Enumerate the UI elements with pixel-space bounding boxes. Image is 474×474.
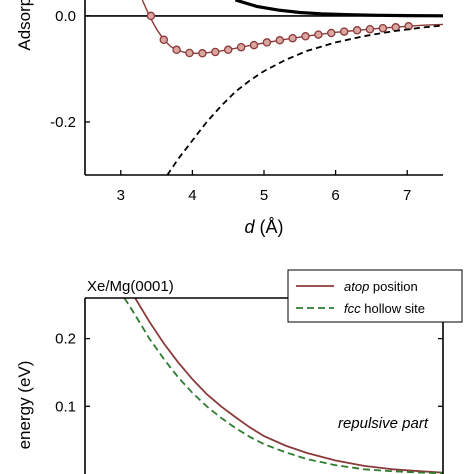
data-point — [365, 24, 375, 34]
bottom-plot-area — [123, 298, 443, 474]
data-point — [262, 38, 272, 47]
y-tick-label: 0.0 — [55, 8, 76, 25]
bottom-y-axis-label: energy (eV) — [15, 361, 34, 450]
data-point — [288, 33, 297, 43]
legend-box — [287, 269, 463, 323]
top-y-axis-label: Adsorption — [15, 0, 34, 51]
data-point — [314, 30, 323, 39]
data-point — [301, 32, 310, 41]
y-tick-label: 0.1 — [55, 398, 76, 415]
top-series-line-2 — [166, 24, 443, 175]
bottom-ticks: 0.2 0.1 — [55, 331, 443, 415]
legend-label-fcc: fcc hollow site — [344, 301, 425, 316]
x-tick-label: 6 — [331, 187, 339, 204]
top-plot-area — [85, 0, 443, 175]
x-axis-unit: (Å) — [255, 217, 284, 237]
bottom-annotation: repulsive part — [338, 415, 429, 432]
data-point — [223, 45, 233, 55]
data-point — [172, 45, 181, 55]
legend: atop position fcc hollow site — [287, 269, 463, 323]
top-x-axis-label: d (Å) — [244, 217, 283, 237]
bottom-series-line-1 — [123, 298, 443, 474]
data-point — [275, 36, 285, 45]
bottom-frame — [84, 297, 444, 474]
data-point — [211, 47, 220, 57]
data-point — [198, 49, 207, 58]
data-point — [249, 40, 259, 50]
x-axis-variable: d — [244, 217, 255, 237]
data-point — [185, 48, 194, 58]
data-point — [159, 35, 169, 45]
top-ticks: 3 4 5 6 7 0.0 -0.2 — [50, 8, 411, 204]
data-point — [378, 23, 388, 33]
bottom-series-line-0 — [134, 298, 443, 474]
data-point — [236, 42, 246, 52]
data-point — [352, 26, 362, 35]
data-point — [327, 28, 336, 38]
bottom-chart: Xe/Mg(0001) 0.2 0.1 energy (eV) repulsive… — [15, 269, 463, 474]
x-tick-label: 3 — [117, 187, 125, 204]
x-tick-label: 5 — [260, 187, 268, 204]
legend-label-atop: atop position — [344, 279, 418, 294]
data-point — [339, 27, 349, 36]
y-tick-label: 0.2 — [55, 331, 76, 348]
x-tick-label: 7 — [403, 187, 411, 204]
top-axes — [84, 0, 443, 176]
data-point — [146, 11, 156, 21]
top-chart: 3 4 5 6 7 0.0 -0.2 Adsorption d (Å) — [15, 0, 443, 237]
x-tick-label: 4 — [188, 187, 196, 204]
y-tick-label: -0.2 — [50, 114, 76, 131]
top-series-line-0 — [234, 0, 443, 18]
bottom-chart-title: Xe/Mg(0001) — [87, 278, 174, 295]
